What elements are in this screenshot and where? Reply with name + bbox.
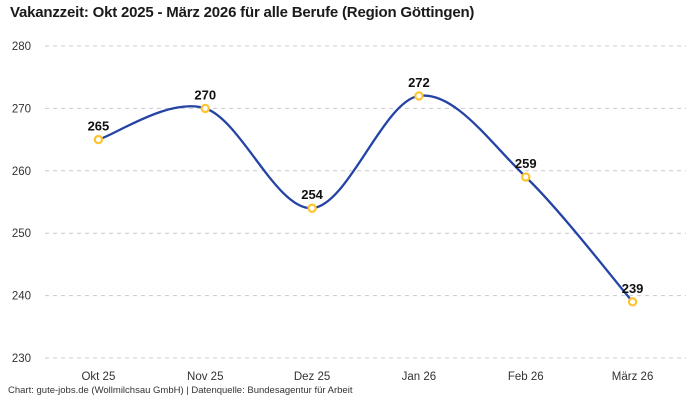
- data-point-marker: [307, 203, 317, 213]
- y-axis-tick-label: 250: [12, 228, 31, 240]
- data-point-label: 259: [515, 156, 537, 171]
- y-axis-tick-label: 270: [12, 103, 31, 115]
- data-point-marker: [414, 91, 424, 101]
- y-axis-tick-label: 280: [12, 41, 31, 53]
- data-point-marker: [521, 172, 531, 182]
- y-axis-tick-label: 260: [12, 166, 31, 178]
- x-axis-tick-label: Nov 25: [187, 371, 223, 383]
- chart-title: Vakanzzeit: Okt 2025 - März 2026 für all…: [10, 4, 475, 21]
- data-point-label: 254: [301, 187, 323, 202]
- y-axis-tick-label: 230: [12, 353, 31, 365]
- x-axis-tick-label: März 26: [612, 371, 654, 383]
- x-axis-tick-label: Dez 25: [294, 371, 330, 383]
- chart-credit-line: Chart: gute-jobs.de (Wollmilchsau GmbH) …: [8, 385, 353, 396]
- data-point-marker: [93, 134, 104, 145]
- y-axis-tick-label: 240: [12, 291, 31, 303]
- data-point-marker: [627, 297, 638, 307]
- x-axis-tick-label: Okt 25: [81, 371, 115, 383]
- x-axis-tick-label: Feb 26: [508, 371, 544, 383]
- data-point-marker: [200, 103, 210, 114]
- series-line: [97, 94, 634, 303]
- data-point-label: 270: [194, 87, 216, 102]
- data-point-label: 239: [622, 281, 644, 296]
- data-point-label: 265: [88, 119, 110, 134]
- x-axis-tick-label: Jan 26: [402, 371, 437, 383]
- data-point-label: 272: [408, 75, 430, 90]
